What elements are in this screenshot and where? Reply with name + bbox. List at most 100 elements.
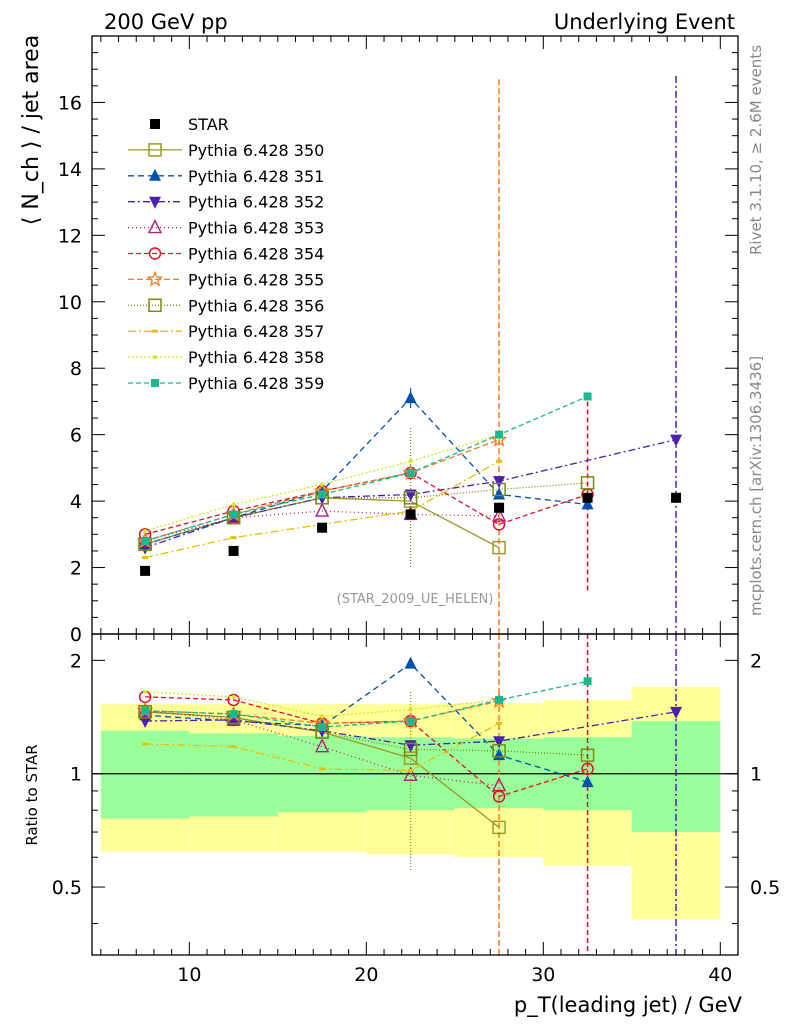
ratio-point-358 [231,694,236,699]
y-tick-label-main: 4 [70,491,82,513]
ratio-point-353 [403,766,418,782]
series-line-353 [144,510,500,542]
point-star [671,492,682,503]
ratio-bands [92,686,738,920]
series-line-357 [144,460,500,559]
y-tick-label-main: 8 [70,358,82,380]
ratio-point-359 [229,710,238,719]
legend-marker [149,196,161,209]
ratio-point-359 [495,695,504,704]
point-351 [404,391,417,404]
y-tick-label-main: 16 [58,92,82,114]
legend-entry: Pythia 6.428 359 [188,374,324,393]
legend-marker [146,270,164,287]
point-356 [403,491,418,505]
ratio-point-358 [408,707,413,712]
y-tick-label-main: 14 [58,159,82,181]
point-352 [670,434,683,447]
mcplots-label: mcplots.cern.ch [arXiv:1306.3436] [747,356,765,616]
point-359 [495,430,504,439]
series-line-352 [144,439,677,549]
x-tick-label: 30 [531,964,555,986]
legend-entry: Pythia 6.428 353 [188,219,324,238]
point-359 [318,490,327,499]
ratio-point-351 [581,775,594,788]
legend-entry: Pythia 6.428 355 [188,270,324,289]
ratio-point-358 [143,689,148,694]
legend-entry: Pythia 6.428 358 [188,348,324,367]
ratio-point-353 [314,738,330,753]
ratio-point-359 [406,717,415,726]
point-star [494,502,505,513]
legend-marker [149,168,161,181]
point-358 [408,459,413,464]
y-tick-label-main: 0 [70,624,82,646]
title-right: Underlying Event [554,10,735,34]
ratio-point-358 [320,714,325,719]
point-358 [143,529,148,534]
ratio-point-352 [139,716,152,729]
point-350 [492,540,506,555]
point-359 [141,536,150,545]
ratio-point-356 [492,744,506,758]
ratio-point-352 [670,706,683,719]
series-line-359 [144,395,588,542]
ratio-line-358 [145,691,500,718]
series-line-358 [144,434,500,532]
point-359 [406,468,415,477]
analysis-label: (STAR_2009_UE_HELEN) [337,592,494,607]
x-axis-label: p_T(leading jet) / GeV [514,993,743,1018]
rivet-version-label: Rivet 3.1.10, ≥ 2.6M events [747,45,765,255]
legend-marker [148,298,162,313]
ratio-point-359 [141,706,150,715]
legend-marker [147,219,163,234]
title-left: 200 GeV pp [104,10,228,34]
y-tick-label-main: 2 [70,558,82,580]
ratio-point-359 [583,677,592,686]
legend-marker [150,119,160,129]
y-tick-label-ratio-right: 0.5 [750,877,780,899]
point-359 [583,392,592,401]
point-356 [492,482,506,497]
point-star [317,522,328,533]
y-tick-label-main: 10 [58,292,82,314]
legend-marker [148,143,162,157]
x-tick-label: 10 [177,964,201,986]
ratio-point-352 [493,736,506,749]
legend-entry: Pythia 6.428 354 [188,245,324,264]
point-star [405,509,416,520]
legend-entry: Pythia 6.428 356 [188,296,324,315]
legend-entry: Pythia 6.428 352 [188,193,324,212]
point-star [582,492,593,503]
point-358 [231,502,236,507]
point-351 [493,487,506,500]
point-354 [492,518,506,531]
ratio-point-356 [403,742,418,757]
legend-entry: Pythia 6.428 357 [188,322,324,341]
y-tick-label-main: 12 [58,225,82,247]
legend-entry: STAR [188,115,229,134]
y-tick-label-ratio: 1 [70,764,82,786]
ratio-point-356 [138,705,152,719]
series-line-351 [144,397,588,545]
ratio-point-350 [492,820,506,835]
ratio-point-354 [581,762,594,776]
panel-frames [91,35,739,956]
y-axis-label-main: ⟨ N_ch ⟩ / jet area [19,35,44,225]
point-star [140,565,151,576]
x-tick-label: 40 [708,964,732,986]
legend-marker [148,247,162,260]
point-351 [581,497,594,510]
ratio-point-359 [318,723,327,732]
ratio-point-356 [580,748,595,762]
ratio-line-353 [145,710,500,787]
legend-marker [151,379,159,387]
x-tick-label: 20 [354,964,378,986]
y-tick-label-main: 6 [70,425,82,447]
series-line-356 [144,482,588,545]
point-353 [314,502,330,517]
ratio-line-352 [145,711,677,746]
point-359 [229,510,238,519]
y-tick-label-ratio-right: 1 [750,764,762,786]
